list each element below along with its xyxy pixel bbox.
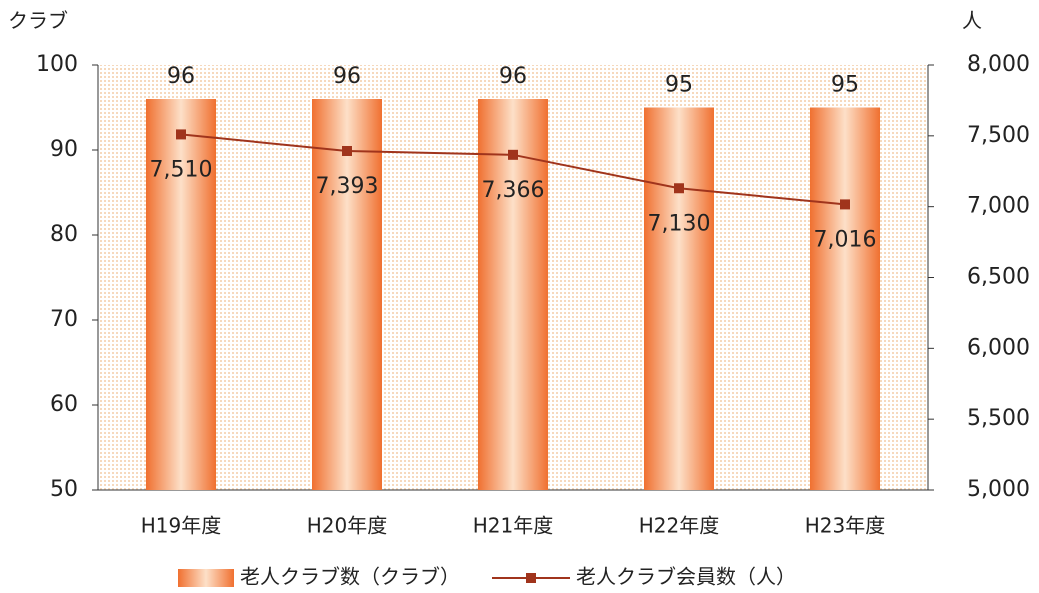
bar — [146, 99, 216, 490]
line-value-label: 7,366 — [482, 178, 545, 203]
y2-tick-label: 8,000 — [967, 52, 1030, 77]
y2-tick-label: 7,000 — [967, 194, 1030, 219]
bar — [478, 99, 548, 490]
line-value-label: 7,016 — [814, 227, 877, 252]
bar-value-label: 96 — [333, 64, 361, 89]
x-tick-label: H20年度 — [307, 514, 388, 538]
bar-value-label: 95 — [831, 73, 859, 98]
y-tick-label: 60 — [50, 392, 78, 417]
legend-label: 老人クラブ数（クラブ） — [240, 565, 460, 589]
y-tick-label: 80 — [50, 222, 78, 247]
y2-tick-label: 7,500 — [967, 123, 1030, 148]
x-tick-label: H19年度 — [141, 514, 222, 538]
line-marker — [674, 183, 684, 194]
y-tick-label: 50 — [50, 477, 78, 502]
bar — [644, 107, 714, 490]
y2-tick-label: 6,000 — [967, 335, 1030, 360]
bar-value-label: 96 — [499, 64, 527, 89]
y-tick-label: 100 — [36, 52, 78, 77]
bar-value-label: 96 — [167, 64, 195, 89]
bar — [810, 107, 880, 490]
x-tick-label: H22年度 — [639, 514, 720, 538]
y-tick-label: 90 — [50, 137, 78, 162]
line-value-label: 7,393 — [316, 174, 379, 199]
line-value-label: 7,510 — [150, 157, 213, 182]
line-marker — [342, 145, 352, 156]
y2-axis-title: 人 — [962, 9, 982, 33]
bar — [312, 99, 382, 490]
y-axis-title: クラブ — [8, 9, 68, 33]
y2-tick-label: 5,000 — [967, 477, 1030, 502]
line-value-label: 7,130 — [648, 211, 711, 236]
y2-tick-label: 5,500 — [967, 406, 1030, 431]
legend-swatch — [178, 569, 234, 587]
line-marker — [508, 149, 518, 160]
y-tick-label: 70 — [50, 307, 78, 332]
bar-value-label: 95 — [665, 73, 693, 98]
line-marker — [176, 129, 186, 140]
x-tick-label: H21年度 — [473, 514, 554, 538]
line-marker — [840, 199, 850, 210]
legend-label: 老人クラブ会員数（人） — [576, 565, 796, 589]
y2-tick-label: 6,500 — [967, 265, 1030, 290]
legend-swatch — [526, 573, 536, 583]
x-tick-label: H23年度 — [805, 514, 886, 538]
